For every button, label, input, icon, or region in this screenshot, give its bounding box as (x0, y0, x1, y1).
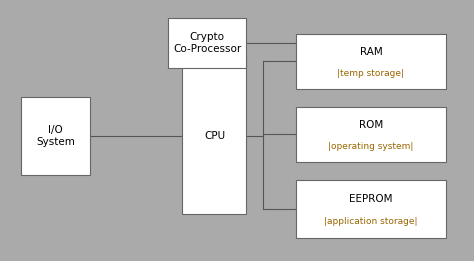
Bar (182, 57, 246, 214)
Text: CPU: CPU (204, 131, 225, 141)
Bar (296, 180, 446, 238)
Text: I/O
System: I/O System (36, 125, 75, 146)
Bar (296, 34, 446, 89)
Bar (21, 97, 90, 175)
Text: |operating system|: |operating system| (328, 142, 414, 151)
Text: ROM: ROM (359, 120, 383, 130)
Text: RAM: RAM (360, 47, 382, 57)
Text: |temp storage|: |temp storage| (337, 69, 404, 78)
Text: EEPROM: EEPROM (349, 194, 392, 204)
Text: |application storage|: |application storage| (324, 217, 418, 226)
Text: Crypto
Co-Processor: Crypto Co-Processor (173, 32, 241, 54)
Bar (168, 18, 246, 68)
Bar (296, 107, 446, 162)
